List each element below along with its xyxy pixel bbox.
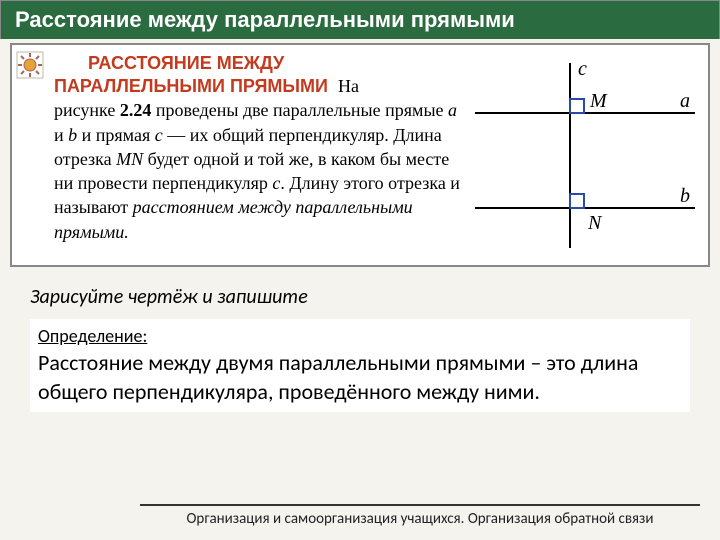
- label-b: b: [680, 185, 690, 207]
- page-title: Расстояние между параллельными прямыми: [0, 0, 720, 39]
- definition-text: Расстояние между двумя параллельными пря…: [38, 349, 682, 406]
- label-a: a: [680, 90, 690, 112]
- sun-gear-icon: [16, 51, 44, 79]
- footer-text: Организация и самоорганизация учащихся. …: [140, 504, 700, 528]
- label-n: N: [587, 212, 603, 234]
- instruction-text: Зарисуйте чертёж и запишите: [30, 285, 690, 309]
- label-c: c: [578, 58, 587, 80]
- parallel-lines-diagram: c a b M N: [470, 53, 700, 253]
- label-m: M: [589, 90, 608, 112]
- textbook-excerpt: c a b M N РАССТОЯНИЕ МЕЖДУ ПАРАЛЛЕЛЬНЫМИ…: [10, 43, 710, 267]
- definition-label: Определение:: [38, 325, 682, 347]
- definition-block: Определение: Расстояние между двумя пара…: [30, 319, 690, 412]
- excerpt-heading: РАССТОЯНИЕ МЕЖДУ ПАРАЛЛЕЛЬНЫМИ ПРЯМЫМИ: [54, 53, 328, 96]
